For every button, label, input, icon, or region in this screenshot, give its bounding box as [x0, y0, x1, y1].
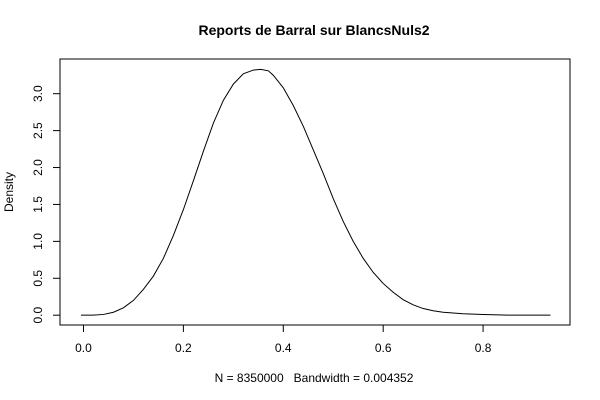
y-tick-label: 1.0 — [31, 233, 45, 250]
y-tick-label: 2.5 — [31, 122, 45, 139]
y-tick-label: 0.0 — [31, 307, 45, 324]
y-tick-label: 2.0 — [31, 159, 45, 176]
x-tick-label: 0.2 — [175, 341, 192, 355]
chart-title: Reports de Barral sur BlancsNuls2 — [198, 22, 429, 38]
x-tick-label: 0.8 — [475, 341, 492, 355]
density-curve — [80, 68, 551, 316]
x-tick-label: 0.6 — [375, 341, 392, 355]
plot-box — [59, 58, 571, 326]
x-tick-label: 0.4 — [275, 341, 292, 355]
x-axis: 0.0 0.2 0.4 0.6 0.8 — [75, 324, 492, 355]
y-tick-label: 0.5 — [31, 270, 45, 287]
x-tick-label: 0.0 — [75, 341, 92, 355]
y-tick-label: 1.5 — [31, 196, 45, 213]
x-axis-label: N = 8350000 Bandwidth = 0.004352 — [215, 371, 414, 385]
y-axis-label: Density — [2, 172, 16, 212]
y-tick-label: 3.0 — [31, 85, 45, 102]
y-axis: 0.0 0.5 1.0 1.5 2.0 2.5 3.0 — [31, 85, 61, 324]
